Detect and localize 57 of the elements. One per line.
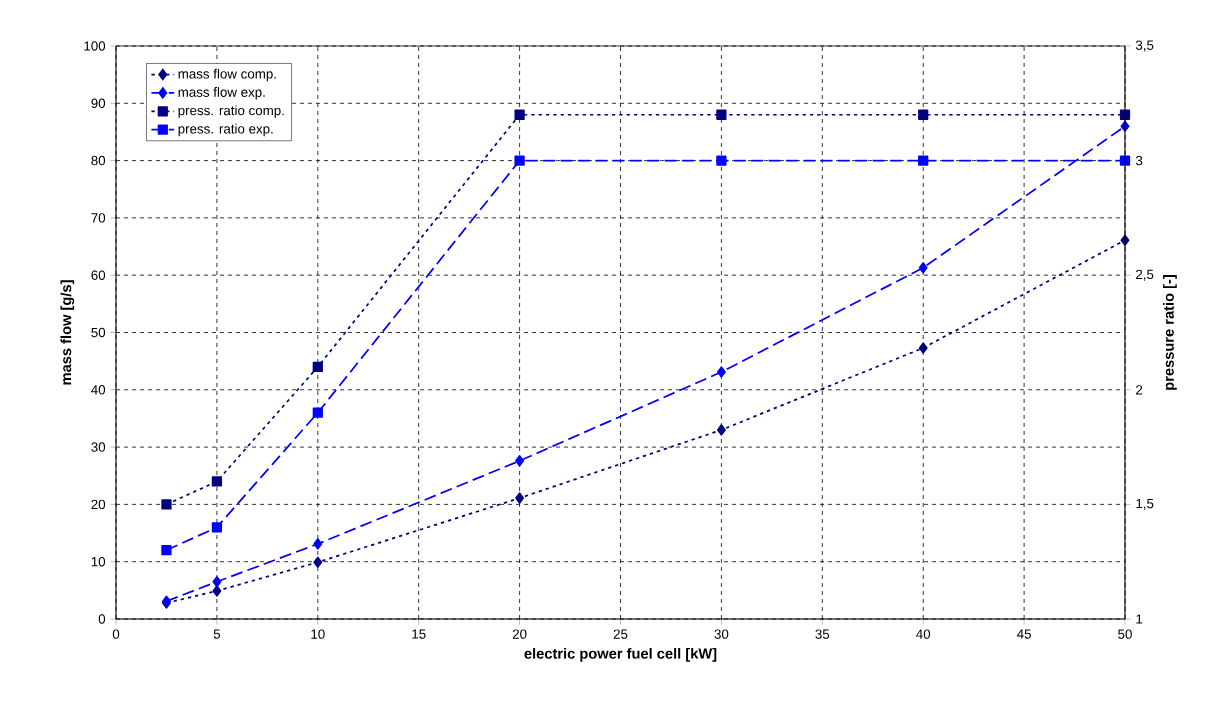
x-tick-label: 5: [213, 629, 221, 639]
point: [716, 109, 727, 120]
y-tick-label: 0: [98, 614, 106, 624]
point: [515, 492, 525, 504]
point: [918, 109, 929, 120]
y-axis-title: mass flow [g/s]: [60, 280, 75, 385]
y-tick-label: 20: [91, 499, 106, 510]
point: [211, 476, 223, 487]
point: [918, 155, 929, 166]
point: [211, 522, 223, 533]
point: [918, 342, 928, 354]
point: [312, 407, 323, 418]
x-tick-label: 50: [1118, 629, 1132, 639]
x-tick-label: 30: [714, 629, 729, 639]
y2-tick-label: 2,5: [1136, 269, 1154, 281]
y2-axis-title: pressure ratio [-]: [1163, 275, 1177, 390]
legend-label: press. ratio exp.: [178, 123, 273, 137]
y2-tick-label: 2: [1136, 385, 1143, 395]
y-tick-label: 70: [91, 213, 106, 223]
y-tick-label: 80: [91, 155, 106, 166]
y-tick-label: 40: [91, 385, 106, 395]
point: [716, 366, 726, 378]
x-tick-label: 45: [1017, 629, 1031, 639]
y2-tick-label: 3: [1135, 155, 1143, 166]
point: [212, 585, 222, 597]
point: [312, 361, 323, 373]
y2-tick-label: 1,5: [1136, 498, 1154, 510]
x-tick-label: 20: [512, 629, 527, 639]
x-tick-label: 35: [815, 629, 830, 639]
point: [716, 424, 726, 436]
y2-tick-label: 3,5: [1135, 40, 1154, 52]
y-tick-label: 100: [84, 41, 106, 51]
y-tick-label: 30: [91, 442, 106, 452]
point: [313, 538, 323, 550]
x-tick-label: 15: [412, 629, 426, 639]
point: [514, 155, 525, 166]
point: [918, 262, 928, 274]
legend-label: press. ratio comp.: [178, 105, 284, 118]
x-axis-title: electric power fuel cell [kW]: [524, 647, 717, 662]
x-tick-label: 0: [112, 629, 120, 639]
y-tick-label: 50: [91, 327, 106, 338]
point: [514, 109, 525, 120]
x-tick-label: 10: [311, 629, 325, 639]
y-tick-label: 10: [91, 556, 106, 567]
point: [716, 155, 727, 166]
point: [515, 455, 525, 467]
point: [313, 556, 323, 568]
legend-label: mass flow exp.: [178, 87, 265, 100]
x-tick-label: 40: [916, 629, 931, 639]
x-tick-label: 25: [613, 629, 628, 639]
legend-label: mass flow comp.: [178, 68, 276, 82]
point: [161, 499, 172, 510]
y2-tick-label: 1: [1136, 614, 1143, 624]
point: [161, 545, 172, 556]
y-tick-label: 90: [91, 98, 106, 108]
point: [212, 576, 222, 588]
y-tick-label: 60: [91, 270, 106, 280]
